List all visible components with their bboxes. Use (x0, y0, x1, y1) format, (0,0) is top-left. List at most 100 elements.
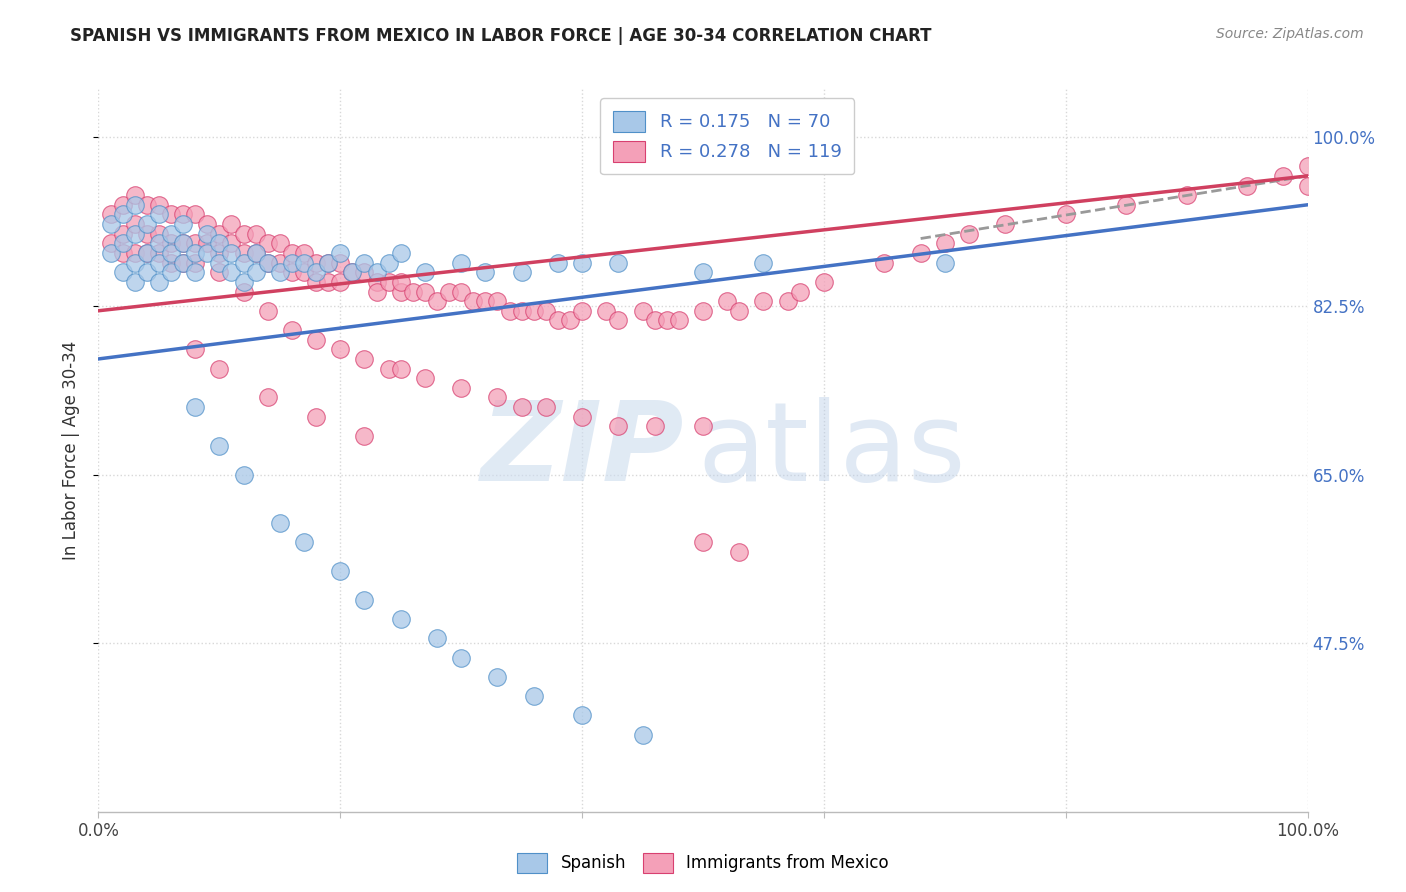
Point (426, 294, 449, 309)
Point (245, 227, 267, 241)
Point (232, 227, 254, 241)
Point (111, 207, 134, 221)
Text: ZIP: ZIP (481, 397, 685, 504)
Point (510, 400, 533, 414)
Point (195, 236, 218, 251)
Point (450, 650, 472, 665)
Point (269, 516, 291, 530)
Point (221, 265, 243, 279)
Point (426, 632, 449, 646)
Point (281, 246, 304, 260)
Point (172, 217, 194, 231)
Point (1272, 169, 1295, 183)
Point (111, 198, 134, 212)
Y-axis label: In Labor Force | Age 30-34: In Labor Force | Age 30-34 (62, 341, 80, 560)
Point (486, 391, 509, 405)
Point (124, 217, 146, 231)
Point (486, 294, 509, 309)
Point (281, 265, 304, 279)
Point (571, 708, 593, 723)
Point (1296, 159, 1319, 173)
Point (437, 285, 460, 299)
Point (728, 303, 751, 318)
Point (776, 294, 799, 309)
Point (305, 409, 328, 424)
Point (111, 236, 134, 251)
Point (547, 255, 569, 269)
Point (111, 227, 134, 241)
Point (135, 246, 157, 260)
Point (366, 285, 388, 299)
Point (184, 246, 207, 260)
Point (1054, 207, 1077, 221)
Point (135, 198, 157, 212)
Point (148, 255, 170, 269)
Point (668, 313, 690, 327)
Point (160, 246, 183, 260)
Point (366, 265, 388, 279)
Point (389, 275, 412, 289)
Point (316, 255, 339, 269)
Point (160, 236, 183, 251)
Point (607, 255, 630, 269)
Point (450, 255, 472, 269)
Point (910, 246, 932, 260)
Point (124, 275, 146, 289)
Point (245, 246, 267, 260)
Point (100, 217, 122, 231)
Point (1236, 178, 1258, 193)
Point (366, 275, 388, 289)
Point (644, 419, 666, 434)
Point (305, 275, 328, 289)
Point (135, 227, 157, 241)
Point (510, 265, 533, 279)
Point (716, 294, 738, 309)
Point (124, 198, 146, 212)
Point (994, 217, 1017, 231)
Point (607, 313, 630, 327)
Point (195, 246, 218, 260)
Point (305, 265, 328, 279)
Point (789, 285, 811, 299)
Point (160, 227, 183, 241)
Point (195, 217, 218, 231)
Point (269, 236, 291, 251)
Point (148, 246, 170, 260)
Point (389, 285, 412, 299)
Point (292, 255, 315, 269)
Point (316, 255, 339, 269)
Point (256, 391, 278, 405)
Point (208, 255, 231, 269)
Point (256, 255, 278, 269)
Point (100, 207, 122, 221)
Point (184, 265, 207, 279)
Point (292, 535, 315, 549)
Point (413, 371, 436, 385)
Point (389, 246, 412, 260)
Point (413, 285, 436, 299)
Point (148, 198, 170, 212)
Point (510, 303, 533, 318)
Point (172, 236, 194, 251)
Point (148, 227, 170, 241)
Point (172, 236, 194, 251)
Point (256, 255, 278, 269)
Point (692, 535, 714, 549)
Point (329, 255, 352, 269)
Point (377, 275, 399, 289)
Legend: R = 0.175   N = 70, R = 0.278   N = 119: R = 0.175 N = 70, R = 0.278 N = 119 (600, 98, 855, 174)
Point (571, 409, 593, 424)
Point (377, 255, 399, 269)
Point (269, 255, 291, 269)
Point (316, 275, 339, 289)
Point (245, 246, 267, 260)
Point (135, 217, 157, 231)
Point (208, 236, 231, 251)
Point (111, 246, 134, 260)
Point (353, 592, 375, 607)
Text: SPANISH VS IMMIGRANTS FROM MEXICO IN LABOR FORCE | AGE 30-34 CORRELATION CHART: SPANISH VS IMMIGRANTS FROM MEXICO IN LAB… (70, 27, 932, 45)
Legend: Spanish, Immigrants from Mexico: Spanish, Immigrants from Mexico (510, 847, 896, 880)
Point (148, 275, 170, 289)
Point (160, 207, 183, 221)
Point (232, 275, 254, 289)
